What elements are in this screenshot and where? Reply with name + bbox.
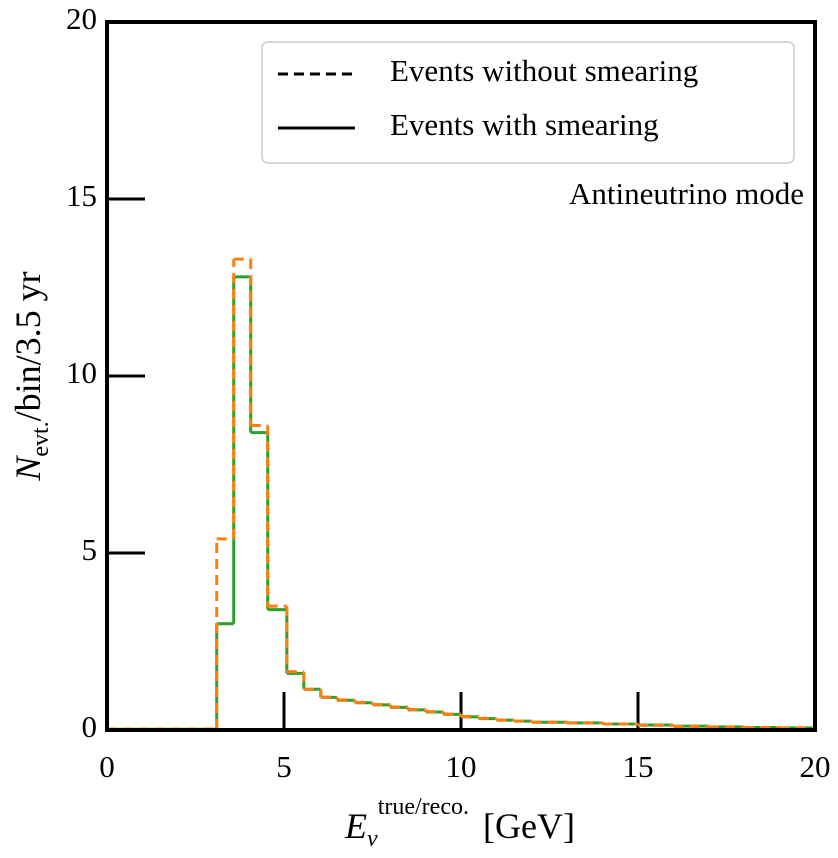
y-tick-label: 20 (66, 1, 97, 36)
x-tick-label: 10 (446, 749, 477, 784)
legend: Events without smearing Events with smear… (261, 41, 795, 164)
legend-label: Events without smearing (390, 53, 698, 88)
y-tick-label: 0 (82, 709, 98, 744)
y-tick-label: 15 (66, 178, 97, 213)
plot-frame (105, 20, 817, 732)
y-axis-label: Nevt./bin/3.5 yr (8, 271, 54, 481)
y-tick-label: 10 (66, 355, 97, 390)
x-tick-label: 20 (800, 749, 831, 784)
x-tick-label: 0 (99, 749, 115, 784)
annotation: Antineutrino mode (569, 176, 804, 211)
series (107, 257, 815, 731)
legend-label: Events with smearing (390, 107, 659, 142)
x-tick-label: 15 (623, 749, 654, 784)
y-tick-label: 5 (82, 532, 98, 567)
series (107, 275, 815, 731)
legend-box (261, 41, 795, 164)
x-tick-label: 5 (276, 749, 292, 784)
x-axis-label: Eνtrue/reco. [GeV] (344, 794, 575, 852)
